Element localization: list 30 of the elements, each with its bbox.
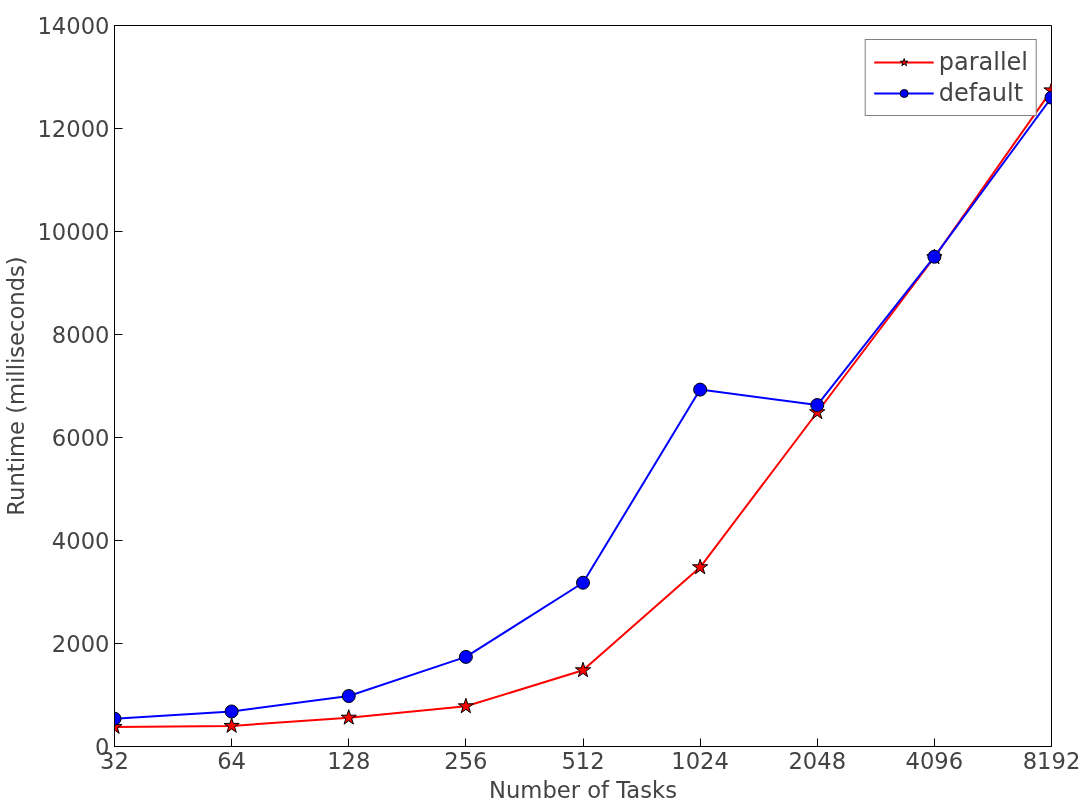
x-tick-label: 8192 bbox=[1022, 747, 1081, 774]
point bbox=[693, 382, 708, 397]
y-tick-label: 6000 bbox=[51, 425, 110, 451]
point bbox=[574, 661, 592, 678]
point bbox=[810, 398, 825, 413]
y-tick-label: 14000 bbox=[37, 13, 110, 39]
y-tick-label: 10000 bbox=[37, 219, 110, 245]
y-tick-label: 4000 bbox=[51, 528, 110, 554]
y-axis-title: Runtime (milliseconds) bbox=[3, 256, 30, 516]
x-tick-label: 256 bbox=[444, 747, 488, 774]
x-tick-label: 4096 bbox=[905, 747, 964, 774]
y-tick-label: 8000 bbox=[51, 322, 110, 348]
point bbox=[458, 649, 473, 664]
point bbox=[224, 704, 239, 719]
legend-label: default bbox=[938, 79, 1024, 107]
y-tick-label: 12000 bbox=[37, 116, 110, 142]
x-tick-label: 2048 bbox=[788, 747, 847, 774]
x-tick-label: 512 bbox=[561, 747, 605, 774]
legend-label: parallel bbox=[938, 48, 1028, 76]
x-axis-title: Number of Tasks bbox=[489, 776, 677, 803]
point bbox=[341, 689, 356, 704]
point bbox=[576, 575, 590, 590]
point bbox=[692, 558, 709, 575]
y-tick-label: 2000 bbox=[51, 631, 110, 657]
point bbox=[223, 717, 240, 733]
x-tick-label: 64 bbox=[217, 747, 247, 774]
x-tick-label: 1024 bbox=[671, 747, 729, 774]
point bbox=[457, 697, 474, 714]
x-tick-label: 128 bbox=[327, 747, 371, 774]
point bbox=[340, 709, 357, 725]
